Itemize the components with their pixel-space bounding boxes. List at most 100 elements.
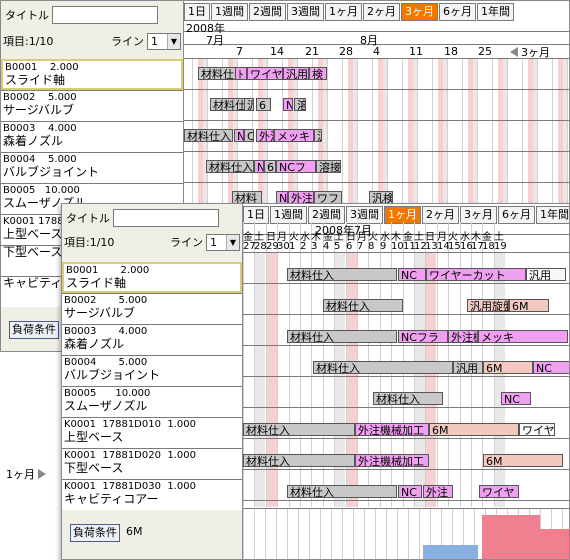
tab-2[interactable]: 1週間 xyxy=(211,3,248,21)
title-input[interactable] xyxy=(52,6,158,24)
task-bar[interactable]: 材料仕入 xyxy=(287,268,397,281)
task-bar[interactable]: 材料仕入 xyxy=(287,330,397,343)
tab-6[interactable]: 2ヶ月 xyxy=(363,3,400,21)
task-bar[interactable]: ワイヤ xyxy=(479,485,519,498)
task-bar[interactable]: 6M xyxy=(509,299,549,312)
item-code: B0001 2.000 xyxy=(5,62,79,73)
task-bar[interactable]: NC xyxy=(398,268,426,281)
task-bar[interactable]: 6M xyxy=(483,454,563,467)
chevron-down-icon[interactable]: ▼ xyxy=(226,234,239,250)
task-bar[interactable]: 汎用 xyxy=(453,361,483,374)
task-bar[interactable]: ワイヤ xyxy=(519,423,555,436)
task-bar[interactable]: N xyxy=(254,160,264,173)
title-input[interactable] xyxy=(113,209,219,227)
task-bar[interactable]: ワイヤーカット xyxy=(426,268,526,281)
task-bar[interactable]: NCフラ xyxy=(398,330,448,343)
task-bar[interactable]: 6M xyxy=(483,361,533,374)
line-label: ライン xyxy=(170,236,203,249)
task-bar[interactable]: 検 xyxy=(309,67,327,80)
tab-5[interactable]: 1ヶ月 xyxy=(384,206,421,224)
load-condition-button[interactable]: 負荷条件 xyxy=(9,321,59,339)
task-bar[interactable]: 材料仕入 xyxy=(313,361,453,374)
list-item[interactable]: B0004 5.000 バルブジョイント xyxy=(62,355,242,386)
task-bar[interactable]: 溶 xyxy=(294,98,306,111)
task-bar[interactable]: 材料仕入 xyxy=(184,129,233,142)
task-bar[interactable]: N xyxy=(283,98,293,111)
day-label: 7 xyxy=(236,45,243,58)
task-bar[interactable]: ﾄ xyxy=(235,67,247,80)
task-bar[interactable]: 外注 xyxy=(423,485,453,498)
list-item[interactable]: B0001 2.000 スライド軸 xyxy=(62,262,242,293)
list-item[interactable]: K0001 17881D030 1.000 キャビティコアー xyxy=(62,479,242,510)
tab-8[interactable]: 6ヶ月 xyxy=(498,206,535,224)
day-label: 4 xyxy=(323,241,330,252)
tab-5[interactable]: 1ヶ月 xyxy=(325,3,362,21)
weekend-column xyxy=(254,252,265,507)
list-item[interactable]: K0001 17881D020 1.000 下型ベース xyxy=(62,448,242,479)
tab-8[interactable]: 6ヶ月 xyxy=(439,3,476,21)
list-item[interactable]: B0004 5.000 バルブジョイント xyxy=(1,152,183,183)
task-bar[interactable]: 材料仕入 xyxy=(287,485,397,498)
day-label: 11 xyxy=(403,241,416,252)
tab-3[interactable]: 2週間 xyxy=(249,3,286,21)
day-label: 2 xyxy=(300,241,307,252)
task-bar[interactable]: 汎 xyxy=(314,129,322,142)
task-bar[interactable]: メッキ xyxy=(274,129,314,142)
task-bar[interactable]: 材料仕入 xyxy=(373,392,443,405)
tab-2[interactable]: 1週間 xyxy=(270,206,307,224)
list-item[interactable]: K0001 17881D010 1.000 上型ベース xyxy=(62,417,242,448)
tab-1[interactable]: 1日 xyxy=(243,206,269,224)
task-bar[interactable]: 汎用旋盤 xyxy=(467,299,509,312)
tab-4[interactable]: 3週間 xyxy=(287,3,324,21)
task-bar[interactable]: C xyxy=(244,129,254,142)
day-label: 9 xyxy=(380,241,387,252)
task-bar[interactable]: N xyxy=(234,129,244,142)
list-item[interactable]: B0002 5.000 サージバルブ xyxy=(1,90,183,121)
task-bar[interactable]: 外注機械加工 xyxy=(355,454,429,467)
task-bar[interactable]: 汎 xyxy=(244,98,254,111)
weekday-label: 水 xyxy=(380,232,390,243)
task-bar[interactable]: NCフ xyxy=(276,160,316,173)
list-item[interactable]: B0001 2.000 スライド軸 xyxy=(1,59,183,90)
task-bar[interactable]: 材料仕入 xyxy=(206,160,254,173)
tab-3[interactable]: 2週間 xyxy=(308,206,345,224)
task-bar[interactable]: 材料仕入 xyxy=(323,299,403,312)
tab-6[interactable]: 2ヶ月 xyxy=(422,206,459,224)
chevron-down-icon[interactable]: ▼ xyxy=(167,33,180,49)
task-bar[interactable]: 外注 xyxy=(256,129,274,142)
task-bar[interactable]: メッキ xyxy=(478,330,568,343)
tab-4[interactable]: 3週間 xyxy=(346,206,383,224)
load-condition-button[interactable]: 負荷条件 xyxy=(70,524,120,542)
task-bar[interactable]: NC xyxy=(501,392,531,405)
task-bar[interactable]: 汎用 xyxy=(526,268,566,281)
tab-7[interactable]: 3ヶ月 xyxy=(401,3,438,21)
weekday-label: 火 xyxy=(289,232,299,243)
tab-9[interactable]: 1年間 xyxy=(536,206,569,224)
task-bar[interactable]: 材料仕入 xyxy=(243,423,355,436)
list-item[interactable]: B0005 10.000 スムーザノズル xyxy=(62,386,242,417)
task-bar[interactable]: 外注機 xyxy=(448,330,478,343)
task-bar[interactable]: 6 xyxy=(256,98,271,111)
list-item[interactable]: B0003 4.000 森着ノズル xyxy=(62,324,242,355)
row-divider xyxy=(243,500,569,501)
task-bar[interactable]: 外注機械加工 xyxy=(355,423,429,436)
task-bar[interactable]: NC xyxy=(398,485,422,498)
list-item[interactable]: B0002 5.000 サージバルブ xyxy=(62,293,242,324)
task-bar[interactable]: 材料仕 xyxy=(198,67,236,80)
task-bar[interactable]: 6M xyxy=(429,423,519,436)
grid-line xyxy=(331,509,332,559)
task-bar[interactable]: 6 xyxy=(264,160,276,173)
task-bar[interactable]: 材料仕入 xyxy=(243,454,355,467)
line-select[interactable]: 1 ▼ xyxy=(147,32,181,50)
task-bar[interactable]: 汎用 xyxy=(283,67,309,80)
list-item[interactable]: B0003 4.000 森着ノズル xyxy=(1,121,183,152)
tab-7[interactable]: 3ヶ月 xyxy=(460,206,497,224)
task-bar[interactable]: ワイヤ xyxy=(247,67,283,80)
tab-1[interactable]: 1日 xyxy=(184,3,210,21)
tab-9[interactable]: 1年間 xyxy=(477,3,514,21)
task-bar[interactable]: 溶接 xyxy=(316,160,341,173)
item-name: キャビティ xyxy=(3,276,63,290)
line-select[interactable]: 1 ▼ xyxy=(206,233,240,251)
task-bar[interactable]: NC xyxy=(533,361,569,374)
grid-line xyxy=(277,222,278,507)
